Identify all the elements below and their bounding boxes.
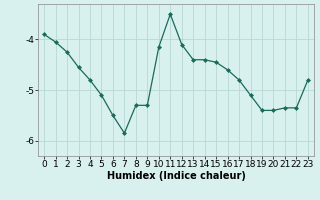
X-axis label: Humidex (Indice chaleur): Humidex (Indice chaleur): [107, 171, 245, 181]
